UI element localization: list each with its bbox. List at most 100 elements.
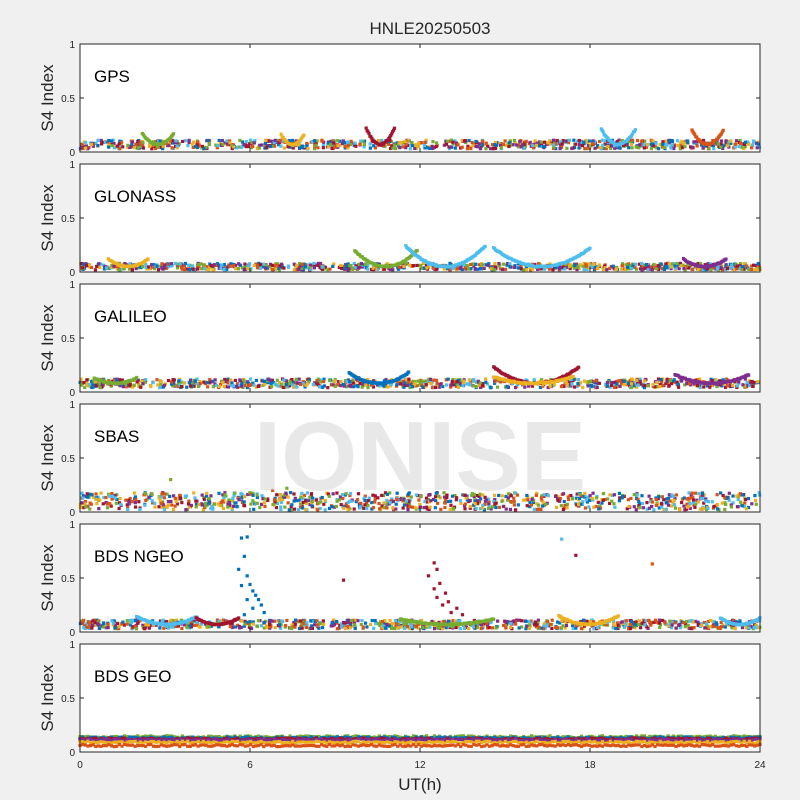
data-point (467, 139, 470, 142)
data-point (493, 143, 496, 146)
data-point (242, 504, 245, 507)
data-point (170, 146, 173, 149)
data-point (420, 141, 423, 144)
data-point (696, 384, 699, 387)
data-point (169, 500, 172, 503)
data-point (474, 268, 477, 271)
data-point (602, 268, 605, 271)
data-point (323, 384, 326, 387)
data-point (661, 384, 664, 387)
data-point (180, 627, 183, 630)
data-point (588, 139, 591, 142)
data-point (504, 139, 507, 142)
y-tick-label: 1 (69, 40, 75, 51)
data-point (159, 502, 162, 505)
data-point (598, 146, 601, 149)
data-point (738, 145, 741, 148)
data-point (407, 370, 410, 373)
data-point (319, 262, 322, 265)
data-point (92, 385, 95, 388)
data-point (754, 499, 757, 502)
data-point (574, 143, 577, 146)
data-point (578, 139, 581, 142)
data-point (174, 139, 177, 142)
data-point (551, 268, 554, 271)
data-point (269, 140, 272, 143)
data-point (689, 502, 692, 505)
data-point (259, 267, 262, 270)
data-point (481, 263, 484, 266)
data-point (605, 268, 608, 271)
data-point (131, 140, 134, 143)
data-point (89, 501, 92, 504)
data-point (449, 146, 452, 149)
y-axis-label: S4 Index (38, 64, 57, 132)
data-point (223, 385, 226, 388)
data-point (645, 501, 648, 504)
data-point (249, 383, 252, 386)
data-point (731, 384, 734, 387)
data-point (192, 268, 195, 271)
data-point (747, 497, 750, 500)
data-point (640, 494, 643, 497)
data-point (474, 263, 477, 266)
data-point (243, 500, 246, 503)
data-point (618, 385, 621, 388)
data-point (739, 501, 742, 504)
data-point (469, 147, 472, 150)
data-point (564, 140, 567, 143)
data-point (133, 491, 136, 494)
data-point (107, 139, 110, 142)
data-point (372, 144, 375, 147)
data-point (112, 265, 115, 268)
data-point (610, 381, 613, 384)
data-point (402, 265, 405, 268)
data-point (172, 132, 175, 135)
data-point (661, 143, 664, 146)
data-point (318, 385, 321, 388)
data-point (234, 267, 237, 270)
data-point (86, 492, 89, 495)
data-point (321, 266, 324, 269)
data-point (752, 139, 755, 142)
data-point (558, 147, 561, 150)
data-point (202, 381, 205, 384)
data-point (717, 142, 720, 145)
data-point (127, 500, 130, 503)
data-point (160, 495, 163, 498)
data-point (701, 492, 704, 495)
data-point (489, 386, 492, 389)
data-point (646, 143, 649, 146)
data-point (348, 384, 351, 387)
data-point (502, 263, 505, 266)
data-point (133, 146, 136, 149)
data-point (220, 501, 223, 504)
data-point (253, 141, 256, 144)
data-point (744, 498, 747, 501)
data-point (561, 142, 564, 145)
data-point (213, 503, 216, 506)
data-point (197, 385, 200, 388)
data-point (447, 378, 450, 381)
data-point (211, 508, 214, 511)
data-point (398, 266, 401, 269)
data-point (446, 140, 449, 143)
data-point (287, 265, 290, 268)
data-point (502, 143, 505, 146)
y-tick-label: 1 (69, 280, 75, 291)
data-point (191, 264, 194, 267)
data-point (170, 262, 173, 265)
data-point (295, 264, 298, 267)
data-point (306, 147, 309, 150)
data-point (187, 502, 190, 505)
data-point (316, 382, 319, 385)
data-point (749, 380, 752, 383)
data-point (746, 381, 749, 384)
data-point (627, 146, 630, 149)
data-point (90, 266, 93, 269)
data-point (729, 267, 732, 270)
data-point (730, 626, 733, 629)
data-point (366, 268, 369, 271)
data-point (693, 506, 696, 509)
